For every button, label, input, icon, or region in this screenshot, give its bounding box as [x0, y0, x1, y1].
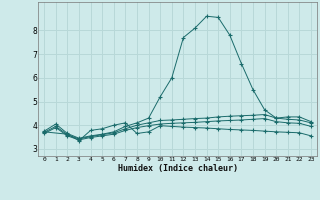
X-axis label: Humidex (Indice chaleur): Humidex (Indice chaleur): [118, 164, 238, 173]
